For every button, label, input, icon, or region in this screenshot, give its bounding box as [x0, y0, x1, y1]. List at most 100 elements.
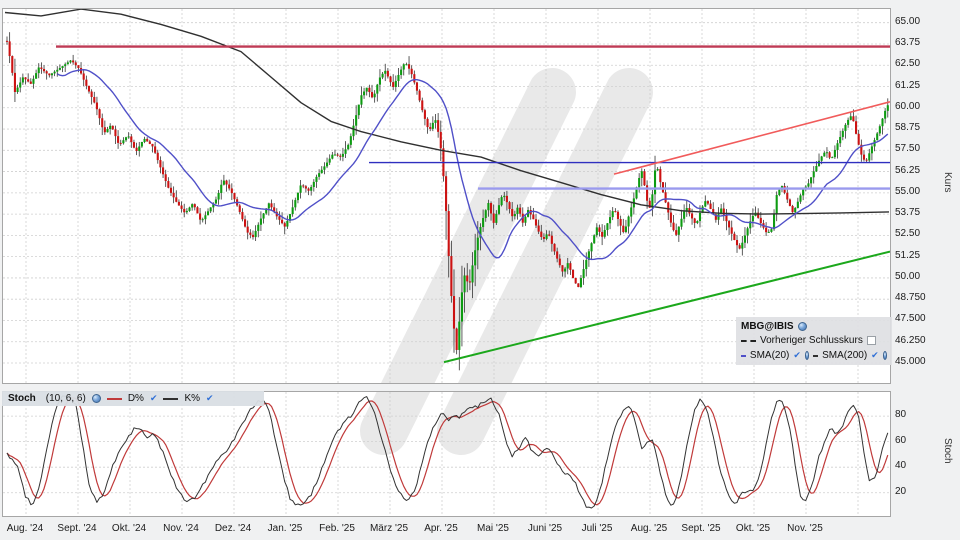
candle-body [720, 208, 723, 215]
symbol-label: MBG@IBIS [741, 320, 794, 332]
stoch-d-check-icon[interactable]: ✔ [149, 393, 158, 403]
candle-body [606, 223, 609, 231]
prev-close-checkbox[interactable] [866, 336, 876, 346]
candle-body [471, 265, 474, 283]
stochastic-canvas [3, 392, 890, 516]
candle-body [778, 189, 781, 196]
candle-body [394, 80, 397, 87]
green-support-trend-line[interactable] [443, 250, 890, 364]
candle-body [19, 82, 22, 88]
price-axis-label: 60.00 [895, 100, 921, 112]
time-axis-label: Juni '25 [527, 523, 563, 534]
candle-body [164, 174, 167, 182]
candle-body [72, 60, 75, 63]
candle-body [146, 138, 149, 142]
candle-body [368, 87, 371, 93]
price-axis-label: 53.75 [895, 207, 921, 219]
candle-body [40, 67, 43, 69]
candle-body [786, 192, 789, 200]
candle-body [540, 231, 543, 238]
candle-body [381, 73, 384, 78]
candle-body [183, 208, 186, 213]
sma20-check-icon[interactable]: ✔ [793, 350, 801, 361]
candle-body [220, 184, 223, 193]
candle-body [349, 136, 352, 145]
candle-body [296, 192, 299, 201]
price-axis-label: 55.00 [895, 185, 921, 197]
candle-body [85, 79, 88, 86]
time-axis-label: Sept. '25 [681, 523, 721, 534]
stoch-globe-icon[interactable] [91, 394, 101, 403]
red-rising-trend-line[interactable] [613, 101, 890, 175]
candle-body [8, 41, 11, 57]
candle-body [447, 211, 450, 257]
candle-body [167, 181, 170, 188]
candle-body [868, 153, 871, 161]
candle-body [214, 199, 218, 204]
candle-body [193, 204, 196, 208]
candle-body [318, 173, 321, 177]
sma20-globe-icon[interactable] [804, 351, 810, 361]
candle-body [151, 143, 154, 147]
candle-body [680, 218, 683, 227]
sma20-line-swatch [741, 354, 746, 357]
time-axis-label: Juli '25 [581, 523, 613, 534]
time-axis-label: Okt. '25 [735, 523, 771, 534]
candle-body [746, 228, 749, 236]
candle-body [405, 64, 408, 66]
candle-body [698, 212, 702, 222]
candle-body [651, 194, 654, 208]
candle-body [460, 292, 463, 322]
candle-body [307, 188, 310, 191]
stoch-d-label: D% [127, 393, 144, 404]
candle-body [11, 56, 14, 73]
chart-legend: MBG@IBIS Vorheriger Schlusskurs SMA(20) … [736, 317, 892, 365]
candle-body [124, 137, 128, 141]
candle-body [185, 210, 188, 213]
sma200-check-icon[interactable]: ✔ [871, 350, 879, 361]
stoch-k-check-icon[interactable]: ✔ [206, 393, 214, 403]
candle-body [66, 62, 69, 65]
candle-body [373, 93, 376, 98]
candle-body [77, 65, 80, 69]
candle-body [495, 213, 498, 223]
candle-body [90, 91, 93, 98]
time-axis-label: Nov. '25 [787, 523, 823, 534]
candle-body [135, 147, 138, 151]
candle-body [569, 263, 572, 270]
candle-body [199, 213, 202, 220]
candle-body [355, 115, 358, 126]
candle-body [458, 321, 461, 350]
sma200-line-swatch [813, 354, 819, 357]
candle-body [69, 60, 72, 63]
candle-body [691, 213, 694, 219]
candle-body [876, 133, 879, 141]
candle-body [466, 275, 469, 282]
candle-body [95, 102, 98, 110]
candle-body [751, 215, 754, 222]
time-axis-label: Nov. '24 [163, 523, 199, 534]
candle-body [32, 78, 35, 84]
sma200-globe-icon[interactable] [882, 351, 887, 361]
candle-body [765, 227, 768, 233]
globe-icon[interactable] [797, 321, 807, 331]
candle-body [646, 185, 649, 201]
candle-body [508, 202, 511, 209]
candle-body [180, 205, 183, 209]
candle-body [545, 234, 548, 239]
prev-close-line-swatch [741, 339, 756, 342]
price-axis-label: 46.250 [895, 334, 926, 346]
candle-body [849, 116, 852, 120]
sma200-line [4, 9, 890, 215]
candle-body [233, 193, 236, 200]
price-axis-label: 65.00 [895, 15, 921, 27]
candle-body [206, 211, 210, 216]
candle-body [259, 218, 262, 225]
stochastic-panel [2, 391, 891, 517]
candle-body [304, 186, 307, 189]
candle-body [323, 166, 326, 170]
candle-body [862, 154, 866, 160]
candle-body [860, 144, 863, 155]
candle-body [669, 212, 672, 223]
candle-body [468, 281, 471, 283]
